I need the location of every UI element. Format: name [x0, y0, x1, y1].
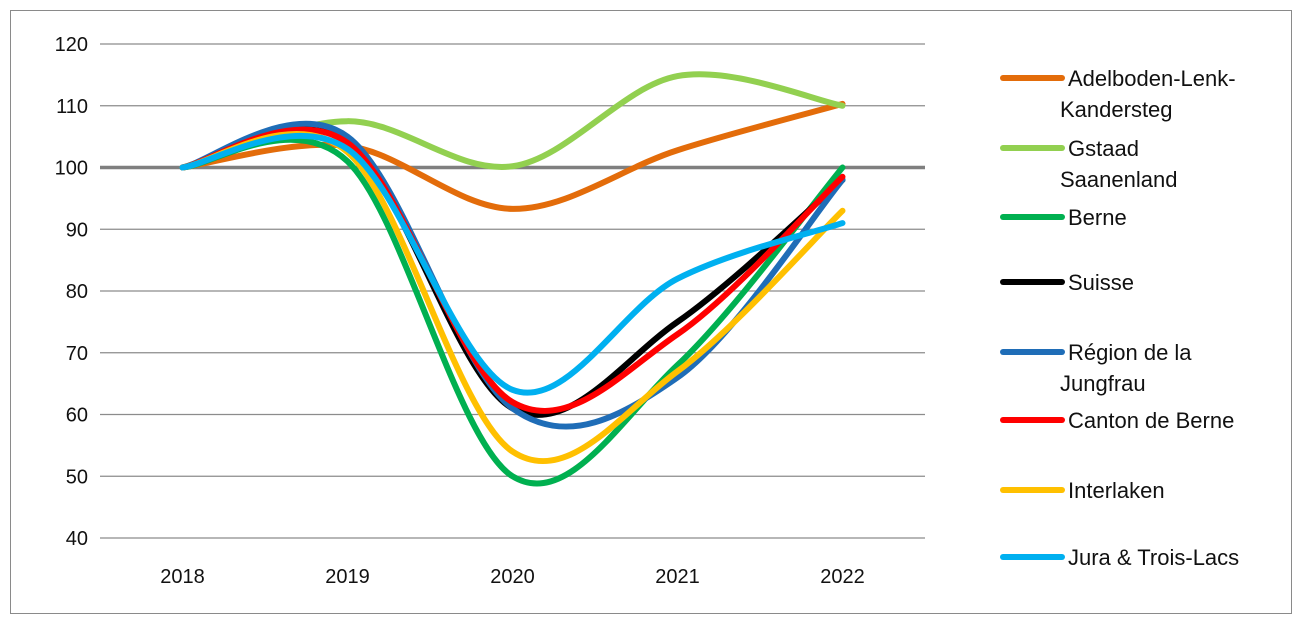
- series-line-interlaken: [179, 131, 846, 465]
- series-line-berne: [179, 136, 846, 487]
- chart-frame: [10, 10, 1292, 614]
- legend-label-canton-de-berne: Canton de Berne: [1068, 408, 1234, 433]
- legend-label-suisse: Suisse: [1068, 270, 1134, 295]
- series-line-gstaad-saanenland: [179, 71, 846, 171]
- legend-label-jura-trois-lacs: Jura & Trois-Lacs: [1068, 545, 1239, 570]
- y-tick-label-110: 110: [56, 96, 88, 118]
- legend-label-r-gion-de-la-jungfrau-line-2: Jungfrau: [1060, 371, 1146, 396]
- series-line-jura-trois-lacs: [179, 132, 846, 396]
- legend-label-r-gion-de-la-jungfrau-line-1: Région de la: [1068, 340, 1192, 365]
- y-tick-label-70: 70: [66, 343, 88, 365]
- y-tick-label-100: 100: [55, 158, 88, 180]
- x-tick-label-2018: 2018: [160, 566, 205, 588]
- legend-label-gstaad-saanenland-line-1: Gstaad: [1068, 136, 1139, 161]
- legend-label-adelboden-lenk-kandersteg-line-1: Adelboden-Lenk-: [1068, 66, 1236, 91]
- x-tick-label-2022: 2022: [820, 566, 865, 588]
- legend-label-gstaad-saanenland-line-2: Saanenland: [1060, 167, 1177, 192]
- y-tick-label-50: 50: [66, 466, 88, 488]
- y-tick-label-40: 40: [66, 528, 88, 550]
- legend-label-adelboden-lenk-kandersteg-line-2: Kandersteg: [1060, 97, 1173, 122]
- legend-label-interlaken: Interlaken: [1068, 478, 1165, 503]
- y-tick-label-90: 90: [66, 219, 88, 241]
- y-tick-label-60: 60: [66, 405, 88, 427]
- x-tick-label-2019: 2019: [325, 566, 370, 588]
- x-tick-label-2021: 2021: [655, 566, 700, 588]
- series-line-adelboden-lenk-kandersteg: [179, 100, 846, 212]
- x-tick-label-2020: 2020: [490, 566, 535, 588]
- series-line-suisse: [179, 126, 846, 418]
- y-tick-label-120: 120: [55, 34, 88, 56]
- series-line-canton-de-berne: [179, 126, 846, 414]
- y-tick-label-80: 80: [66, 281, 88, 303]
- legend-label-berne: Berne: [1068, 205, 1127, 230]
